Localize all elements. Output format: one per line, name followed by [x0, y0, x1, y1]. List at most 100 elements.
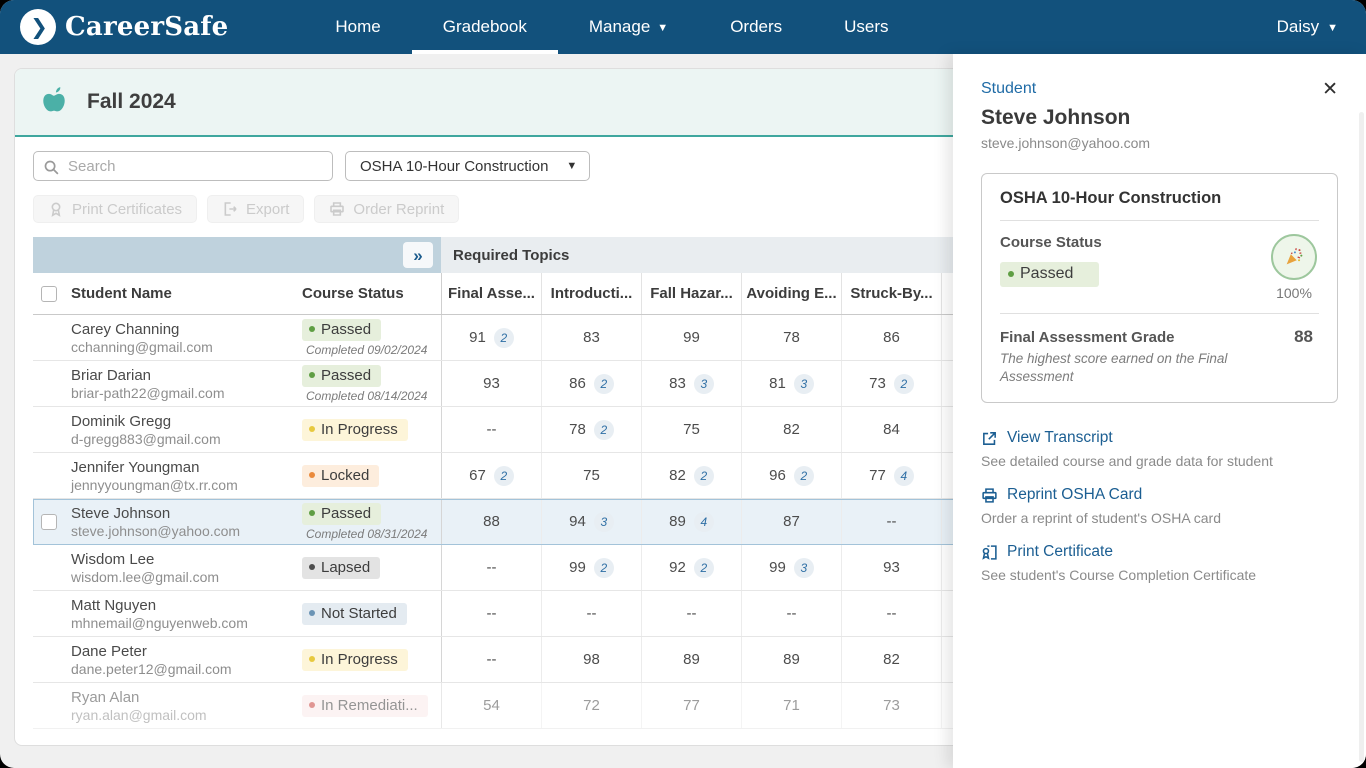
- nav-item-orders[interactable]: Orders: [730, 17, 783, 36]
- grade-cell: --: [441, 407, 541, 452]
- table-row[interactable]: Ryan Alan ryan.alan@gmail.com In Remedia…: [33, 683, 1041, 729]
- attempt-count-badge: 2: [593, 419, 614, 440]
- nav-item-gradebook[interactable]: Gradebook: [411, 0, 558, 54]
- grade-cell: --: [841, 499, 941, 544]
- reprint-osha-card-link[interactable]: Reprint OSHA Card: [981, 486, 1338, 504]
- order-reprint-button[interactable]: Order Reprint: [314, 195, 460, 223]
- view-transcript-link[interactable]: View Transcript: [981, 429, 1338, 447]
- grade-cell: --: [441, 591, 541, 636]
- student-name: Carey Channing: [71, 320, 180, 338]
- attempt-count-badge: 3: [593, 511, 614, 532]
- grade-cell: 99: [641, 315, 741, 360]
- grade-cell: 81 3: [741, 361, 841, 406]
- table-row[interactable]: Steve Johnson steve.johnson@yahoo.com Pa…: [33, 499, 1041, 545]
- column-extra: [941, 273, 1041, 314]
- table-row[interactable]: Wisdom Lee wisdom.lee@gmail.com Lapsed -…: [33, 545, 1041, 591]
- attempt-count-badge: 4: [893, 465, 914, 486]
- grade-cell: 91 2: [441, 315, 541, 360]
- grade-cell: --: [641, 591, 741, 636]
- status-badge: Not Started: [302, 602, 407, 625]
- grade-cell: 75: [641, 407, 741, 452]
- grade-cell: 94 3: [541, 499, 641, 544]
- careersafe-logo-icon: ❯: [20, 9, 56, 45]
- certificate-icon: [51, 202, 61, 217]
- table-row[interactable]: Dane Peter dane.peter12@gmail.com In Pro…: [33, 637, 1041, 683]
- export-button[interactable]: Export: [207, 195, 305, 223]
- student-name: Dominik Gregg: [71, 412, 172, 430]
- table-row[interactable]: Matt Nguyen mhnemail@nguyenweb.com Not S…: [33, 591, 1041, 637]
- course-filter-select[interactable]: OSHA 10-Hour Construction ▼: [345, 151, 591, 181]
- grade-cell: 78: [741, 315, 841, 360]
- grade-cell: 71: [741, 683, 841, 728]
- attempt-count-badge: 2: [793, 465, 814, 486]
- row-checkbox[interactable]: [41, 513, 57, 530]
- attempt-count-badge: 2: [893, 373, 914, 394]
- brand-logo[interactable]: ❯ CareerSafe: [0, 0, 228, 54]
- status-dot-icon: [309, 426, 315, 432]
- required-topics-header: Required Topics: [441, 237, 1041, 273]
- certificate-icon: [982, 545, 997, 560]
- status-badge: In Progress: [302, 418, 408, 441]
- status-badge: Lapsed: [302, 556, 381, 579]
- column-topic: Struck-By...: [841, 273, 941, 314]
- grade-cell: 87: [741, 499, 841, 544]
- table-row[interactable]: Briar Darian briar-path22@gmail.com Pass…: [33, 361, 1041, 407]
- grade-cell: 82: [741, 407, 841, 452]
- nav-item-users[interactable]: Users: [844, 17, 889, 36]
- user-menu[interactable]: Daisy ▼: [1277, 0, 1366, 54]
- grade-cell: 86 2: [541, 361, 641, 406]
- status-dot-icon: [309, 656, 315, 662]
- table-row[interactable]: Carey Channing cchanning@gmail.com Passe…: [33, 315, 1041, 361]
- grade-cell: 89: [641, 637, 741, 682]
- course-filter-value: OSHA 10-Hour Construction: [360, 157, 549, 175]
- student-email: mhnemail@nguyenweb.com: [71, 614, 248, 631]
- column-topic: Fall Hazar...: [641, 273, 741, 314]
- status-badge: In Progress: [302, 648, 408, 671]
- grade-cell: 77 4: [841, 453, 941, 498]
- extra-cell: [941, 361, 1041, 406]
- reprint-osha-card-desc: Order a reprint of student's OSHA card: [981, 510, 1222, 527]
- grade-cell: --: [741, 591, 841, 636]
- print-certificate-link[interactable]: Print Certificate: [981, 543, 1338, 561]
- close-icon[interactable]: ✕: [1322, 79, 1338, 100]
- student-name: Matt Nguyen: [71, 596, 157, 614]
- grade-cell: 78 2: [541, 407, 641, 452]
- apple-icon: [43, 87, 65, 112]
- grade-cell: 88: [441, 499, 541, 544]
- nav-item-manage[interactable]: Manage ▼: [588, 17, 669, 36]
- brand-name: CareerSafe: [65, 12, 229, 42]
- student-email: d-gregg883@gmail.com: [71, 430, 221, 447]
- select-all-checkbox[interactable]: [41, 285, 57, 302]
- student-email: steve.johnson@yahoo.com: [71, 522, 241, 539]
- extra-cell: [941, 499, 1041, 544]
- nav-item-home[interactable]: Home: [335, 17, 381, 36]
- table-group-header: » Required Topics: [33, 237, 1041, 273]
- grade-cell: --: [841, 591, 941, 636]
- column-topic: Final Asse...: [441, 273, 541, 314]
- status-badge: Passed: [302, 502, 382, 525]
- student-name: Ryan Alan: [71, 688, 140, 706]
- grade-cell: 67 2: [441, 453, 541, 498]
- gradebook-table: » Required Topics Student Name Course St…: [33, 237, 1041, 729]
- completed-date: Completed 09/02/2024: [306, 342, 428, 357]
- column-student-name: Student Name: [71, 285, 172, 302]
- status-dot-icon: [309, 702, 315, 708]
- table-row[interactable]: Jennifer Youngman jennyyoungman@tx.rr.co…: [33, 453, 1041, 499]
- attempt-count-badge: 3: [693, 373, 714, 394]
- top-nav: ❯ CareerSafe Home Gradebook Manage ▼ Orde…: [0, 0, 1366, 54]
- print-certificates-button[interactable]: Print Certificates: [33, 195, 198, 223]
- completed-date: Completed 08/31/2024: [306, 526, 428, 541]
- extra-cell: [941, 637, 1041, 682]
- attempt-count-badge: 3: [793, 557, 814, 578]
- table-row[interactable]: Dominik Gregg d-gregg883@gmail.com In Pr…: [33, 407, 1041, 453]
- grade-cell: 82: [841, 637, 941, 682]
- grade-cell: 54: [441, 683, 541, 728]
- course-status-label: Course Status: [1000, 234, 1102, 251]
- search-input[interactable]: [33, 151, 333, 181]
- status-badge: Passed: [302, 318, 382, 341]
- expand-columns-button[interactable]: »: [403, 242, 433, 268]
- grade-cell: 73 2: [841, 361, 941, 406]
- attempt-count-badge: 2: [693, 465, 714, 486]
- scrollbar[interactable]: [1359, 112, 1364, 762]
